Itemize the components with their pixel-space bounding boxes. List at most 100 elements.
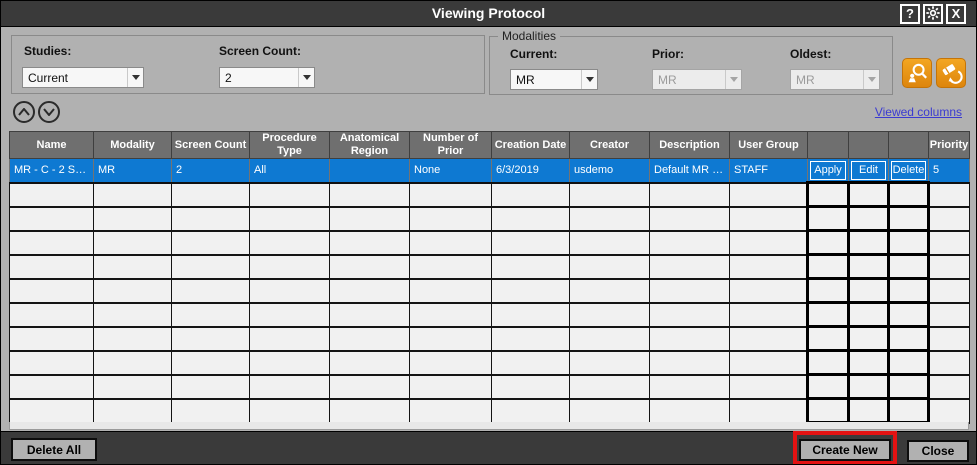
modality-current-dropdown[interactable]: MR (510, 69, 598, 90)
empty-cell (409, 278, 492, 304)
empty-cell (649, 326, 730, 352)
empty-cell (887, 181, 930, 208)
empty-cell (249, 206, 330, 232)
col-header-priority[interactable]: Priority (928, 131, 970, 159)
cell-creation-date[interactable]: 6/3/2019 (491, 158, 570, 184)
cell-priority[interactable]: 5 (928, 158, 970, 184)
empty-cell (806, 373, 850, 400)
col-header-creator[interactable]: Creator (569, 131, 650, 159)
create-new-button[interactable]: Create New (799, 439, 891, 461)
help-button[interactable]: ? (900, 4, 920, 24)
empty-cell (171, 374, 250, 400)
titlebar: Viewing Protocol ? X (1, 1, 976, 27)
edit-button[interactable]: Edit (851, 160, 886, 180)
studies-value: Current (28, 71, 69, 85)
col-header-creation-date[interactable]: Creation Date (491, 131, 570, 159)
protocol-table: Name Modality Screen Count Procedure Typ… (9, 131, 970, 424)
empty-cell (847, 325, 890, 352)
cell-creator[interactable]: usdemo (569, 158, 650, 184)
cell-anatomical-region[interactable] (329, 158, 410, 184)
empty-cell (569, 230, 650, 256)
empty-cell (887, 397, 930, 424)
empty-cell (729, 278, 808, 304)
empty-cell (806, 181, 850, 208)
empty-cell (847, 277, 890, 304)
empty-cell (491, 206, 570, 232)
col-header-screen-count[interactable]: Screen Count (171, 131, 250, 159)
empty-cell (491, 326, 570, 352)
col-header-number-of-prior[interactable]: Number of Prior (409, 131, 492, 159)
empty-cell (806, 325, 850, 352)
col-header-modality[interactable]: Modality (93, 131, 172, 159)
delete-all-button[interactable]: Delete All (11, 438, 97, 461)
empty-cell (649, 350, 730, 376)
empty-cell (409, 398, 492, 424)
empty-cell (887, 373, 930, 400)
empty-cell (93, 374, 172, 400)
move-down-button[interactable] (38, 101, 60, 123)
screen-count-dropdown[interactable]: 2 (219, 67, 315, 88)
empty-cell (928, 302, 970, 328)
empty-cell (409, 350, 492, 376)
chevron-down-icon (581, 70, 597, 89)
close-dialog-button[interactable]: Close (907, 440, 969, 462)
cell-modality[interactable]: MR (93, 158, 172, 184)
studies-groupbox: Studies: Current Screen Count: 2 (11, 35, 485, 94)
edit-cell: Edit (848, 158, 889, 184)
empty-cell (329, 350, 410, 376)
apply-button[interactable]: Apply (810, 160, 846, 180)
empty-cell (9, 182, 94, 208)
close-button[interactable]: X (946, 4, 966, 24)
empty-cell (249, 302, 330, 328)
chevron-down-icon (127, 68, 143, 87)
protocol-row-selected[interactable]: MR - C - 2 S… MR 2 All None 6/3/2019 usd… (9, 158, 970, 184)
empty-cell (409, 302, 492, 328)
header-row: Name Modality Screen Count Procedure Typ… (9, 131, 970, 159)
empty-cell (729, 350, 808, 376)
empty-cell (928, 278, 970, 304)
studies-dropdown[interactable]: Current (22, 67, 144, 88)
empty-cell (9, 374, 94, 400)
empty-cell (806, 205, 850, 232)
empty-cell (847, 301, 890, 328)
col-header-name[interactable]: Name (9, 131, 94, 159)
close-icon: X (951, 6, 961, 21)
chevron-down-icon (863, 70, 879, 89)
empty-cell (409, 206, 492, 232)
empty-cell (9, 230, 94, 256)
empty-cell (171, 206, 250, 232)
empty-cell (928, 398, 970, 424)
empty-cell (729, 302, 808, 328)
cell-user-group[interactable]: STAFF (729, 158, 808, 184)
empty-cell (649, 374, 730, 400)
empty-cell (729, 182, 808, 208)
empty-cell (249, 398, 330, 424)
col-header-apply (807, 131, 849, 159)
empty-cell (569, 278, 650, 304)
viewed-columns-link[interactable]: Viewed columns (874, 105, 962, 119)
col-header-anatomical-region[interactable]: Anatomical Region (329, 131, 410, 159)
cell-procedure-type[interactable]: All (249, 158, 330, 184)
empty-cell (806, 253, 850, 280)
chevron-down-icon (298, 68, 314, 87)
delete-button[interactable]: Delete (891, 160, 926, 180)
settings-button[interactable] (923, 4, 943, 24)
empty-protocol-row (9, 301, 970, 328)
cell-name[interactable]: MR - C - 2 S… (9, 158, 94, 184)
cell-number-of-prior[interactable]: None (409, 158, 492, 184)
cell-description[interactable]: Default MR … (649, 158, 730, 184)
cell-screen-count[interactable]: 2 (171, 158, 250, 184)
col-header-procedure-type[interactable]: Procedure Type (249, 131, 330, 159)
search-protocol-button[interactable] (902, 58, 932, 88)
col-header-user-group[interactable]: User Group (729, 131, 808, 159)
move-up-button[interactable] (13, 101, 35, 123)
reset-protocol-button[interactable] (936, 58, 966, 88)
empty-protocol-row (9, 181, 970, 208)
empty-cell (249, 326, 330, 352)
empty-cell (9, 302, 94, 328)
empty-cell (93, 326, 172, 352)
col-header-description[interactable]: Description (649, 131, 730, 159)
empty-cell (887, 229, 930, 256)
empty-cell (9, 278, 94, 304)
modalities-group-label: Modalities (498, 29, 561, 43)
